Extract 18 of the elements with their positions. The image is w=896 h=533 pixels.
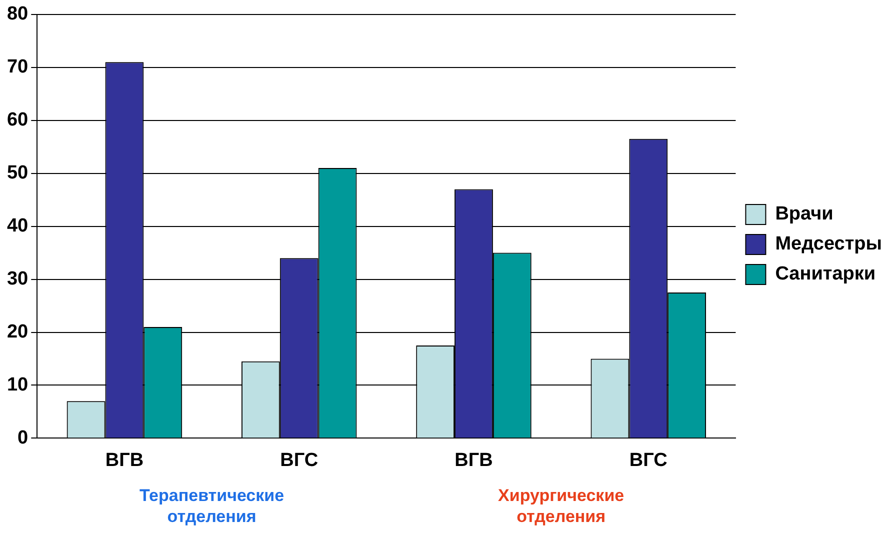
x-tick-label: ВГС [629, 450, 668, 471]
legend-label: Санитарки [775, 264, 876, 285]
y-tick-label: 70 [6, 56, 28, 78]
y-tick-label: 20 [6, 321, 28, 342]
text: Хирургические отделения [498, 486, 624, 526]
y-tick-label: 10 [6, 374, 28, 396]
y-tick-label: 60 [6, 110, 28, 131]
text: Терапевтические отделения [140, 486, 284, 526]
y-tick-label: 30 [6, 268, 28, 290]
y-tick-label: 50 [6, 162, 28, 184]
x-tick-label: ВГВ [105, 450, 144, 471]
x-tick-label: ВГВ [454, 450, 493, 471]
y-tick-label: 0 [18, 427, 28, 448]
legend-label: Врачи [775, 204, 834, 225]
y-tick-label: 40 [6, 216, 28, 237]
x-tick-label: ВГС [280, 450, 318, 471]
legend-label: Медсестры [775, 234, 882, 255]
y-tick-label: 80 [6, 4, 28, 25]
